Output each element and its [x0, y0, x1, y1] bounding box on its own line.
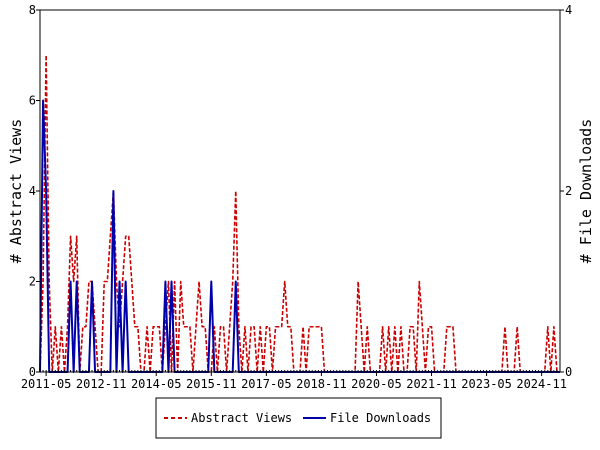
chart-marks	[39, 54, 560, 373]
y-right-tick-label: 2	[565, 184, 572, 198]
chart-legend: Abstract Views File Downloads	[155, 397, 442, 439]
x-tick-label: 2014-05	[131, 377, 182, 391]
y-axis-title-right: # File Downloads	[577, 119, 595, 264]
x-tick-label: 2017-05	[241, 377, 292, 391]
y-left-tick-label: 2	[29, 275, 36, 289]
x-tick-label: 2012-11	[76, 377, 127, 391]
x-tick-label: 2020-05	[351, 377, 402, 391]
legend-label-abstract-views: Abstract Views	[191, 411, 292, 425]
x-tick-label: 2015-11	[186, 377, 237, 391]
legend-label-file-downloads: File Downloads	[330, 411, 431, 425]
y-left-tick-label: 4	[29, 184, 36, 198]
x-tick-label: 2024-11	[516, 377, 567, 391]
series-line-file-downloads	[39, 99, 560, 373]
y-left-tick-label: 0	[29, 365, 36, 379]
x-tick-label: 2018-11	[296, 377, 347, 391]
y-right-tick-label: 4	[565, 3, 572, 17]
y-left-tick-label: 8	[29, 3, 36, 17]
y-left-tick-label: 6	[29, 94, 36, 108]
legend-box	[155, 397, 442, 439]
chart-axes: 2011-05 2012-11 2014-05 2015-11 2017-05 2018-…	[21, 3, 572, 391]
y-right-tick-label: 0	[565, 365, 572, 379]
x-tick-label: 2011-05	[21, 377, 72, 391]
x-tick-label: 2021-11	[406, 377, 457, 391]
y-axis-title-left: # Abstract Views	[7, 119, 25, 264]
x-tick-label: 2023-05	[461, 377, 512, 391]
